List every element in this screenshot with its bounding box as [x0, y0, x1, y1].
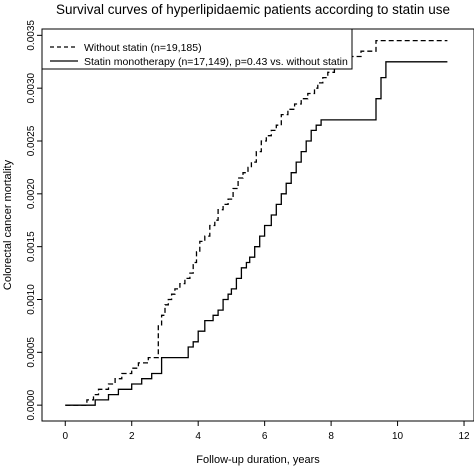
- y-tick-label: 0.0025: [26, 125, 37, 156]
- y-tick-label: 0.0030: [26, 72, 37, 103]
- x-axis-label: Follow-up duration, years: [196, 454, 320, 466]
- y-axis-label: Colorectal cancer mortality: [2, 159, 14, 290]
- x-tick-label: 6: [262, 431, 268, 442]
- x-tick-label: 8: [328, 431, 334, 442]
- x-tick-label: 10: [392, 431, 404, 442]
- series-line-statin-monotherapy: [65, 61, 448, 406]
- y-tick-label: 0.0035: [26, 20, 37, 51]
- plot-area-frame: [41, 28, 474, 422]
- x-tick-label: 4: [195, 431, 201, 442]
- x-tick-label: 0: [62, 431, 68, 442]
- series-layer: [65, 39, 448, 406]
- legend-label-statin-monotherapy: Statin monotherapy (n=17,149), p=0.43 vs…: [84, 56, 348, 68]
- y-tick-label: 0.0020: [26, 178, 37, 209]
- y-tick-label: 0.0000: [26, 389, 37, 420]
- legend: Without statin (n=19,185) Statin monothe…: [41, 28, 353, 70]
- legend-label-without-statin: Without statin (n=19,185): [84, 42, 202, 54]
- legend-box: [41, 28, 353, 70]
- y-axis: 0.0000 0.0005 0.0010 0.0015 0.0020 0.0025 0.00…: [26, 20, 42, 420]
- y-tick-label: 0.0005: [26, 337, 37, 368]
- y-tick-label: 0.0010: [26, 284, 37, 315]
- x-tick-label: 2: [129, 431, 135, 442]
- x-axis: 0 2 4 6 8 10 12: [62, 421, 470, 442]
- y-tick-label: 0.0015: [26, 231, 37, 262]
- x-tick-label: 12: [458, 431, 470, 442]
- series-line-without-statin: [65, 39, 448, 406]
- chart-title: Survival curves of hyperlipidaemic patie…: [56, 2, 450, 17]
